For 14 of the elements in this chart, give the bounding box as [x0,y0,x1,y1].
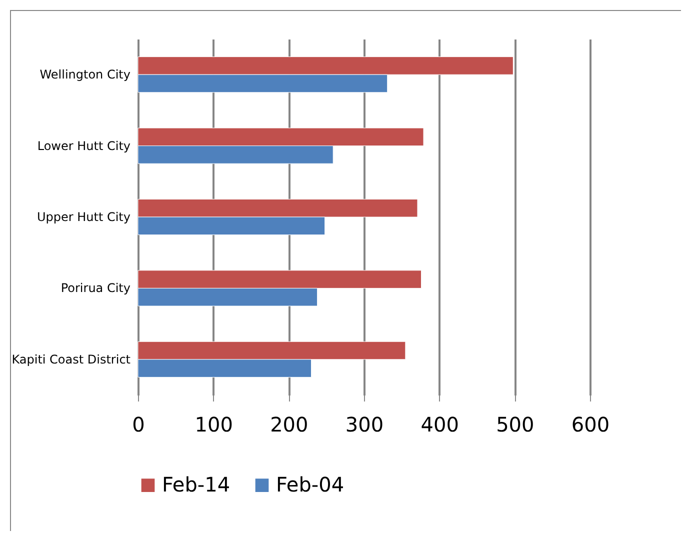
y-tick-label: Kapiti Coast District [12,352,131,366]
legend-label: Feb-14 [162,472,230,496]
x-tick-label: 0 [132,412,145,436]
x-tick-label: 500 [496,412,534,436]
x-tick-label: 400 [420,412,459,436]
y-tick-label: Porirua City [60,281,130,296]
y-tick-label: Upper Hutt City [36,210,130,224]
legend-label: Feb-04 [276,472,344,496]
y-tick-label: Lower Hutt City [37,138,130,153]
x-tick-label: 300 [345,412,384,436]
x-tick-label: 600 [571,412,610,436]
y-tick-label: Wellington City [40,68,130,82]
x-tick-label: 200 [270,412,308,436]
x-tick-label: 100 [194,412,233,436]
